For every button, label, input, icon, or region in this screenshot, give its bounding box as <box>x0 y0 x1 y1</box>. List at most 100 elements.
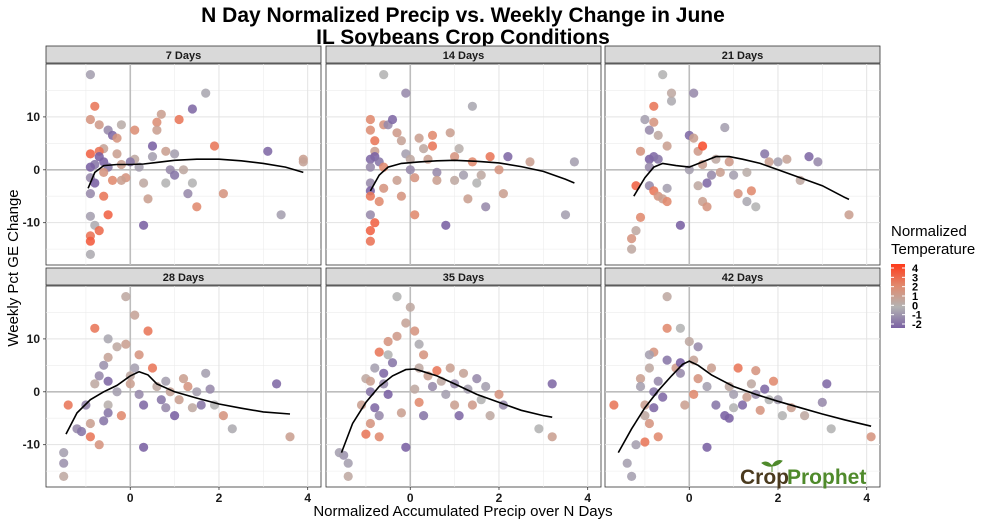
data-point <box>693 342 703 352</box>
data-point <box>689 88 699 98</box>
data-point <box>174 395 184 405</box>
chart-title-line-2: IL Soybeans Crop Conditions <box>316 26 610 49</box>
data-point <box>640 437 650 447</box>
data-point <box>161 178 171 188</box>
x-tick-label: 2 <box>775 491 782 505</box>
data-point <box>130 310 140 320</box>
data-point <box>729 403 739 413</box>
data-point <box>414 397 424 407</box>
data-point <box>427 381 438 392</box>
data-point <box>218 189 228 199</box>
data-point <box>370 363 380 373</box>
data-point <box>370 136 380 146</box>
data-point <box>746 186 757 196</box>
data-point <box>644 363 655 373</box>
data-point <box>675 368 686 378</box>
legend-tick-label: 4 <box>912 263 919 275</box>
data-point <box>392 175 402 185</box>
data-point <box>653 154 663 164</box>
data-point <box>640 400 650 410</box>
data-point <box>121 339 131 349</box>
data-point <box>635 374 646 384</box>
data-point <box>525 157 535 167</box>
data-point <box>134 389 144 399</box>
data-point <box>187 104 197 114</box>
data-point <box>187 178 197 188</box>
data-point <box>401 318 411 328</box>
x-tick-label: 4 <box>584 491 591 505</box>
data-point <box>445 363 455 373</box>
data-point <box>130 363 140 373</box>
data-point <box>130 125 140 135</box>
data-point <box>85 162 95 172</box>
data-point <box>414 339 424 349</box>
data-point <box>285 432 295 442</box>
data-point <box>94 440 104 450</box>
data-point <box>392 331 402 341</box>
data-point <box>737 400 748 410</box>
legend-tick-label: -1 <box>912 310 922 322</box>
data-point <box>112 342 122 352</box>
data-point <box>662 355 672 365</box>
data-point <box>410 384 420 394</box>
data-point <box>534 424 544 434</box>
data-point <box>711 400 721 410</box>
data-point <box>724 157 734 167</box>
data-point <box>170 170 180 180</box>
loess-smooth-line <box>65 370 291 435</box>
data-point <box>454 411 464 421</box>
data-point <box>751 366 761 376</box>
data-point <box>85 211 95 221</box>
x-axis-title: Normalized Accumulated Precip over N Day… <box>313 503 612 520</box>
data-point <box>742 392 752 402</box>
data-point <box>365 114 375 125</box>
data-point <box>410 173 420 183</box>
sprout-icon <box>761 460 783 472</box>
data-point <box>419 411 429 421</box>
facet-strip-label: 14 Days <box>443 50 485 62</box>
data-point <box>379 368 389 378</box>
data-point <box>746 379 757 389</box>
data-point <box>804 152 814 162</box>
brand-logo-part-1: Crop <box>740 466 789 489</box>
data-point <box>666 88 677 98</box>
y-tick-label: 10 <box>27 110 41 124</box>
data-point <box>90 178 100 188</box>
data-point <box>103 334 113 344</box>
data-point <box>85 249 95 259</box>
data-point <box>450 400 460 410</box>
data-point <box>472 178 482 188</box>
data-point <box>94 226 104 236</box>
data-point <box>693 374 703 384</box>
data-point <box>365 387 375 397</box>
data-point <box>826 424 836 434</box>
data-point <box>414 133 424 143</box>
data-point <box>689 133 699 143</box>
data-point <box>693 181 703 191</box>
data-point <box>684 336 694 347</box>
loess-smooth-line <box>369 159 575 192</box>
data-point <box>485 411 495 421</box>
data-point <box>702 381 712 392</box>
data-point <box>103 376 113 386</box>
data-point <box>361 429 371 439</box>
brand-logo: Crop Prophet <box>740 460 866 489</box>
data-point <box>445 128 455 138</box>
data-point <box>640 114 650 125</box>
data-point <box>698 141 708 151</box>
data-point <box>365 154 375 164</box>
data-point <box>702 202 712 212</box>
data-point <box>103 210 113 220</box>
data-point <box>192 202 202 212</box>
data-point <box>147 141 158 151</box>
data-point <box>450 175 460 185</box>
data-point <box>365 125 375 135</box>
data-point <box>370 218 380 228</box>
facet-panel: 42 Days 0 2 4 <box>604 267 881 505</box>
data-point <box>458 368 469 378</box>
data-point <box>481 381 491 392</box>
data-point <box>729 170 739 180</box>
data-point <box>103 400 113 410</box>
data-point <box>476 170 486 180</box>
legend-tick-label: 3 <box>912 272 918 284</box>
